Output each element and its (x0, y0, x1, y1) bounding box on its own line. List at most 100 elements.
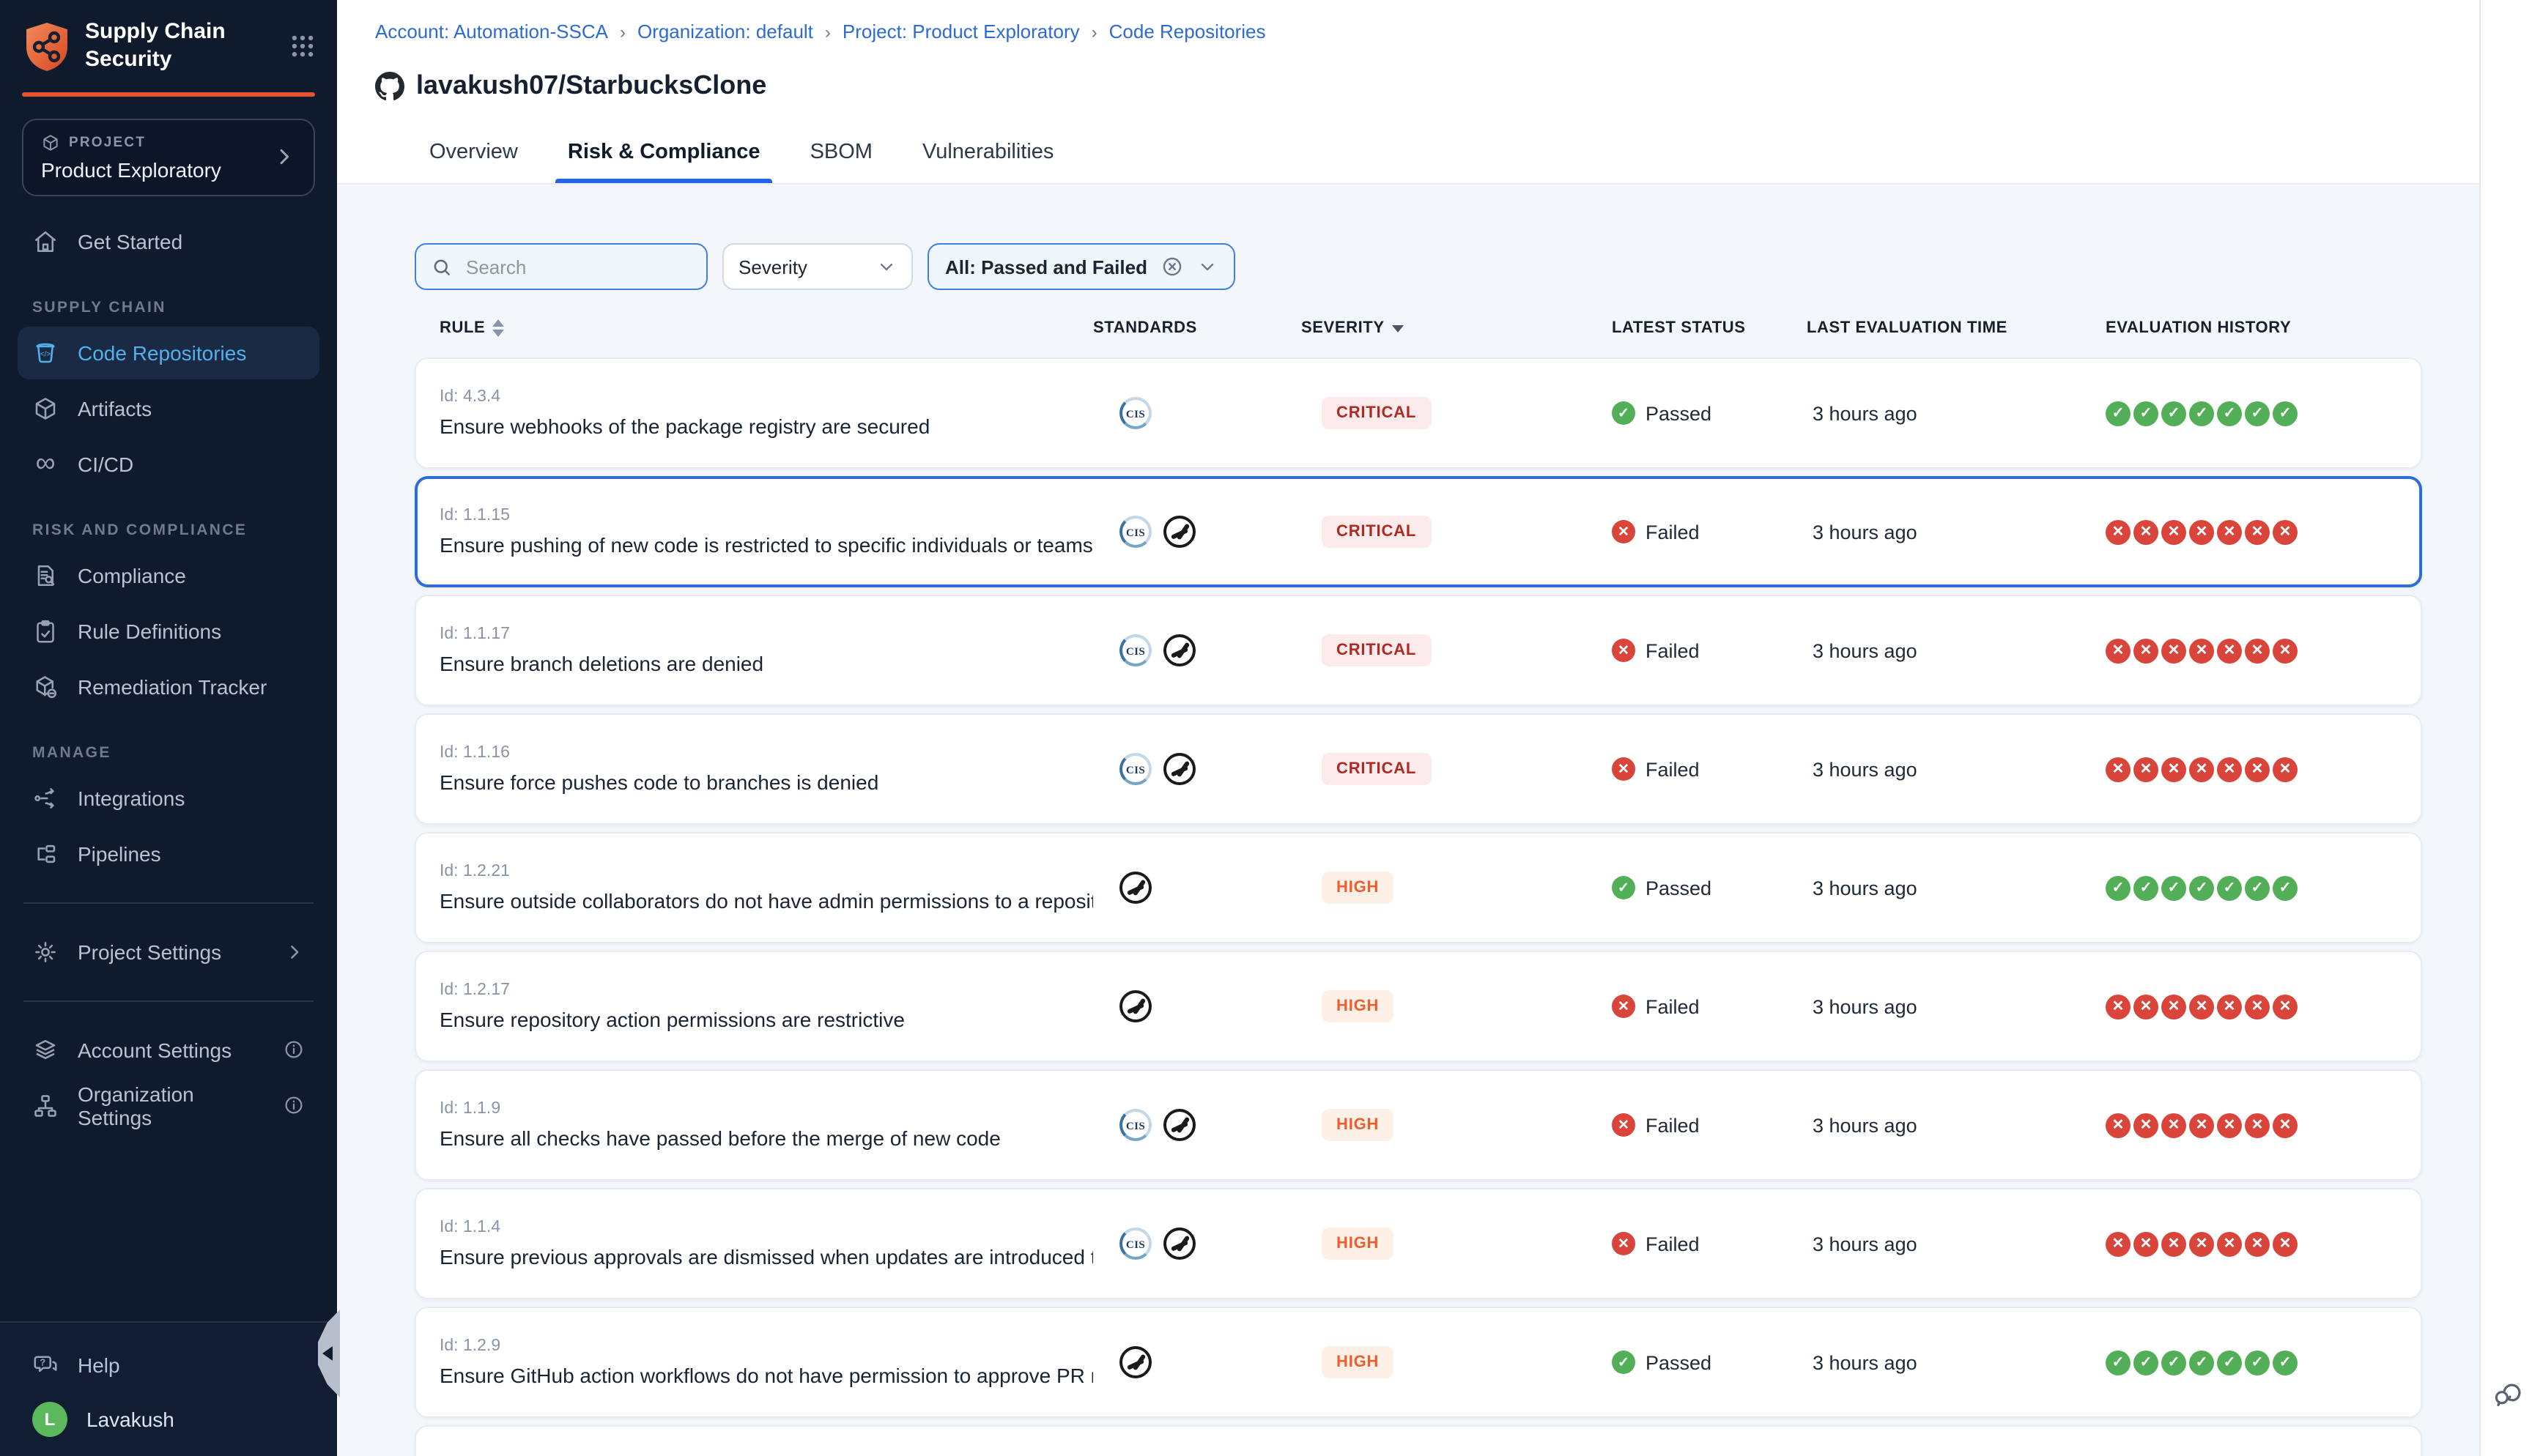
tab-risk-compliance[interactable]: Risk & Compliance (565, 132, 763, 183)
layers-gear-icon (32, 1036, 59, 1063)
brand-shield-logo-icon (23, 21, 70, 73)
rule-row-selected[interactable]: Id: 1.1.15 Ensure pushing of new code is … (415, 476, 2422, 587)
sidebar-item-account-settings[interactable]: Account Settings (18, 1023, 319, 1076)
gear-icon (32, 938, 59, 965)
last-evaluation-time: 3 hours ago (1807, 639, 2106, 661)
sidebar-item-label: Pipelines (78, 842, 161, 865)
sidebar-item-remediation-tracker[interactable]: Remediation Tracker (18, 660, 319, 713)
status-label: Failed (1646, 995, 1700, 1017)
breadcrumb-organization[interactable]: Organization: default (637, 21, 813, 42)
column-header-rule[interactable]: RULE (440, 319, 1093, 337)
rule-row[interactable]: Id: 1.1.16Ensure force pushes code to br… (415, 713, 2422, 825)
sidebar-section-supply-chain: SUPPLY CHAIN (32, 298, 305, 316)
sidebar-item-label: Project Settings (78, 940, 221, 963)
sidebar-item-code-repositories[interactable]: </> Code Repositories (18, 326, 319, 379)
rule-row[interactable]: Id: 4.3.4Ensure webhooks of the package … (415, 357, 2422, 469)
status-icon (1612, 1113, 1635, 1137)
history-failed-icon (2217, 757, 2242, 781)
standards-icons: CIS (1093, 1227, 1301, 1260)
right-rail (2479, 0, 2532, 1456)
sidebar-item-pipelines[interactable]: Pipelines (18, 827, 319, 880)
breadcrumb-code-repositories[interactable]: Code Repositories (1109, 21, 1266, 42)
artifacts-cube-icon (32, 395, 59, 421)
rule-id: Id: 1.1.15 (440, 507, 1093, 524)
home-icon (32, 228, 59, 254)
rule-row[interactable]: Id: 1.1.9Ensure all checks have passed b… (415, 1069, 2422, 1181)
search-input[interactable] (463, 254, 692, 279)
history-failed-icon (2106, 519, 2131, 544)
project-name: Product Exploratory (41, 157, 273, 181)
sidebar-item-artifacts[interactable]: Artifacts (18, 382, 319, 434)
breadcrumb-project[interactable]: Project: Product Exploratory (843, 21, 1080, 42)
rule-row[interactable]: Id: 1.1.17Ensure branch deletions are de… (415, 595, 2422, 706)
status-filter-chip[interactable]: All: Passed and Failed (928, 243, 1235, 290)
rule-row[interactable]: Id: 1.1.4Ensure previous approvals are d… (415, 1188, 2422, 1299)
chevron-right-icon (273, 145, 296, 168)
search-field (415, 243, 708, 290)
history-passed-icon (2245, 401, 2270, 426)
history-failed-icon (2217, 1231, 2242, 1256)
rule-row[interactable]: Id: 1.1.5 CIS HIGH Failed 3 hours ago (415, 1425, 2422, 1456)
rule-row[interactable]: Id: 1.2.21Ensure outside collaborators d… (415, 832, 2422, 943)
sidebar-item-integrations[interactable]: Integrations (18, 771, 319, 824)
document-search-icon (32, 562, 59, 588)
main-content: Account: Automation-SSCA › Organization:… (337, 0, 2479, 1456)
sidebar-item-rule-definitions[interactable]: Rule Definitions (18, 604, 319, 657)
sidebar-item-project-settings[interactable]: Project Settings (18, 925, 319, 978)
severity-badge: HIGH (1322, 872, 1393, 904)
column-header-last-evaluation-time: LAST EVALUATION TIME (1807, 319, 2106, 337)
sidebar-item-label: Artifacts (78, 396, 152, 420)
user-menu[interactable]: L Lavakush (18, 1393, 319, 1446)
tab-vulnerabilities[interactable]: Vulnerabilities (919, 132, 1056, 183)
infinity-icon: ∞ (32, 450, 59, 477)
sort-desc-icon (1392, 324, 1404, 332)
rule-row[interactable]: Id: 1.2.17Ensure repository action permi… (415, 951, 2422, 1062)
sidebar-item-organization-settings[interactable]: Organization Settings (18, 1079, 319, 1132)
history-failed-icon (2106, 757, 2131, 781)
rule-description: Ensure branch deletions are denied (440, 652, 1093, 675)
sidebar-item-help[interactable]: ? Help (18, 1339, 319, 1392)
info-icon[interactable] (283, 1094, 305, 1116)
sidebar-item-cicd[interactable]: ∞ CI/CD (18, 437, 319, 490)
history-failed-icon (2161, 1113, 2186, 1137)
sidebar-footer: ? Help L Lavakush (0, 1321, 337, 1456)
tab-overview[interactable]: Overview (426, 132, 521, 183)
sidebar-item-get-started[interactable]: Get Started (18, 215, 319, 267)
owasp-icon (1163, 1227, 1196, 1260)
rule-description: Ensure pushing of new code is restricted… (440, 533, 1093, 557)
severity-badge: CRITICAL (1322, 753, 1431, 785)
feedback-chat-icon[interactable] (2491, 1378, 2522, 1409)
project-selector[interactable]: PROJECT Product Exploratory (22, 118, 315, 196)
breadcrumb-separator: › (1092, 21, 1097, 42)
project-label: PROJECT (69, 134, 146, 150)
history-failed-icon (2133, 1113, 2158, 1137)
table-body: Id: 4.3.4Ensure webhooks of the package … (415, 357, 2422, 1456)
rule-row[interactable]: Id: 1.2.9Ensure GitHub action workflows … (415, 1307, 2422, 1418)
breadcrumb-account[interactable]: Account: Automation-SSCA (375, 21, 608, 42)
history-passed-icon (2189, 401, 2214, 426)
info-icon[interactable] (283, 1039, 305, 1061)
app-grid-icon[interactable] (289, 33, 316, 61)
owasp-icon (1163, 516, 1196, 548)
owasp-icon (1119, 1346, 1152, 1378)
sidebar-item-compliance[interactable]: Compliance (18, 549, 319, 601)
column-header-severity[interactable]: SEVERITY (1301, 319, 1612, 337)
rule-id: Id: 4.3.4 (440, 388, 1093, 406)
status-icon (1612, 1232, 1635, 1255)
tab-sbom[interactable]: SBOM (807, 132, 876, 183)
standards-icons (1093, 872, 1301, 904)
cis-icon: CIS (1119, 1109, 1152, 1141)
severity-filter-dropdown[interactable]: Severity (722, 243, 913, 290)
status-label: Failed (1646, 521, 1700, 543)
sidebar-section-risk-compliance: RISK AND COMPLIANCE (32, 521, 305, 538)
history-failed-icon (2217, 994, 2242, 1019)
history-passed-icon (2133, 1350, 2158, 1375)
sort-icon (492, 319, 504, 337)
clear-filter-icon[interactable] (1160, 255, 1184, 278)
owasp-icon (1163, 753, 1196, 785)
status-icon (1612, 995, 1635, 1018)
last-evaluation-time: 3 hours ago (1807, 402, 2106, 424)
help-chat-icon: ? (32, 1352, 59, 1378)
column-header-latest-status: LATEST STATUS (1612, 319, 1807, 337)
history-passed-icon (2189, 875, 2214, 900)
